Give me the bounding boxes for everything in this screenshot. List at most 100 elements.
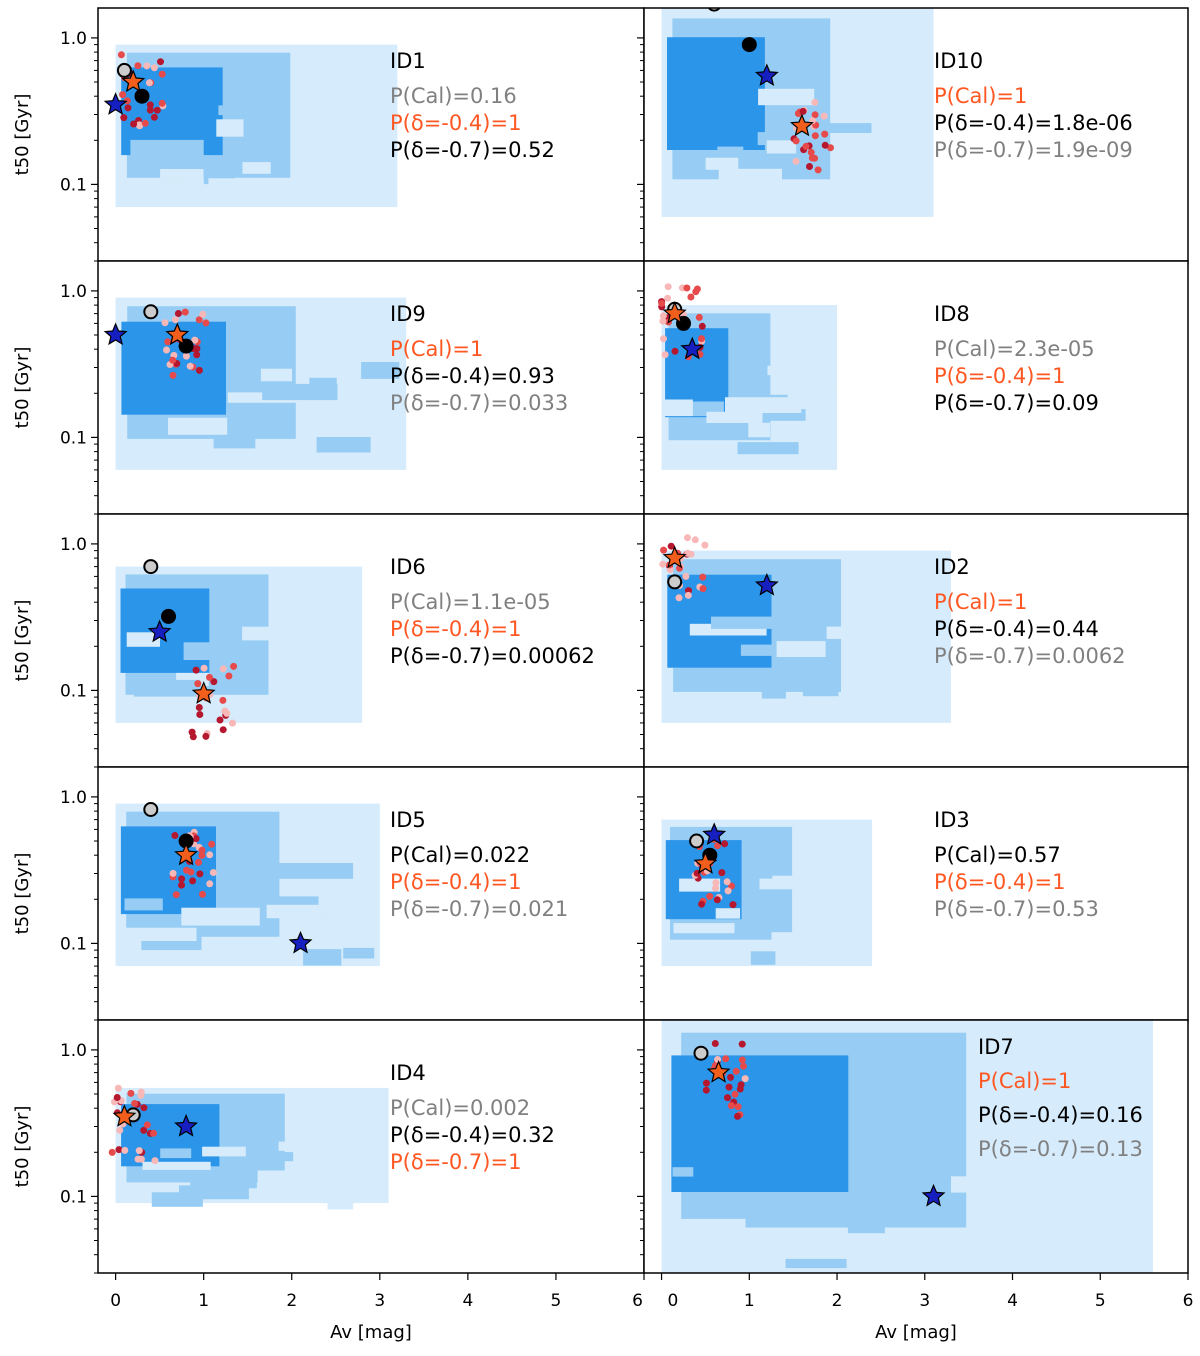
contour-patch (761, 685, 786, 699)
panel-id-label: ID10 (934, 49, 983, 73)
y-axis-label: t50 [Gyr] (12, 853, 33, 935)
posterior-sample (712, 879, 720, 887)
posterior-sample (660, 335, 667, 343)
contour-patch (715, 908, 741, 919)
posterior-sample (169, 371, 177, 379)
contour-patch (771, 932, 845, 943)
contour-patch (292, 130, 330, 140)
orange-star-marker (662, 301, 687, 324)
posterior-sample (150, 1129, 157, 1137)
panel-frame (643, 1019, 1189, 1274)
probability-label: P(δ=-0.7)=1.9e-09 (934, 138, 1133, 162)
posterior-sample (108, 1148, 116, 1156)
posterior-sample (732, 1067, 740, 1075)
posterior-sample (734, 1112, 741, 1120)
y-tick-label: 1.0 (60, 29, 87, 49)
posterior-sample (664, 283, 672, 291)
posterior-sample (738, 1040, 746, 1048)
x-tick-label: 3 (374, 1291, 385, 1311)
x-tick-label: 2 (286, 1291, 297, 1311)
posterior-sample (196, 711, 204, 718)
panel-data (103, 297, 407, 470)
contour-patch (316, 437, 371, 453)
posterior-sample (198, 846, 206, 854)
contour-patch (370, 401, 394, 412)
posterior-sample (721, 840, 729, 848)
x-tick-label: 0 (110, 1291, 121, 1311)
probability-label: P(δ=-0.4)=1 (934, 364, 1065, 388)
probability-label: P(δ=-0.7)=0.0062 (934, 644, 1126, 668)
contour-patch (266, 901, 327, 919)
posterior-sample (792, 157, 800, 165)
posterior-sample (724, 887, 732, 895)
contour-patch (847, 1215, 885, 1234)
posterior-sample (135, 121, 143, 129)
probability-label: P(δ=-0.7)=0.52 (390, 138, 555, 162)
posterior-sample (659, 312, 667, 320)
contour-patch (242, 162, 271, 174)
contour-patch (662, 399, 693, 417)
posterior-sample (229, 719, 236, 727)
contour-patch (124, 898, 163, 911)
panel-id-label: ID3 (934, 808, 970, 832)
orange-star-marker (790, 113, 814, 137)
contour-patch (802, 686, 839, 697)
posterior-sample (209, 869, 217, 876)
posterior-sample (792, 137, 800, 145)
posterior-sample (196, 870, 204, 878)
posterior-sample (675, 594, 683, 602)
posterior-sample (195, 704, 203, 711)
contour-patch (247, 703, 283, 713)
posterior-sample (140, 1126, 148, 1134)
contour-patch (737, 442, 799, 455)
contour-patch (725, 397, 802, 413)
contour-patch (742, 952, 815, 963)
contour-patch (202, 1146, 246, 1157)
posterior-sample (664, 294, 672, 302)
contour-patch (679, 878, 721, 892)
panel-data (661, 1020, 1153, 1273)
posterior-sample (740, 1062, 747, 1070)
panel-data (661, 8, 934, 217)
posterior-sample (706, 892, 714, 900)
x-axis-label: Av [mag] (330, 1322, 412, 1343)
posterior-sample (199, 310, 207, 318)
posterior-sample (206, 851, 214, 859)
panel-id3: ID3 P(Cal)=0.57 P(δ=-0.4)=1 P(δ=-0.7)=0.53 (637, 766, 1189, 1024)
posterior-sample (827, 144, 834, 152)
posterior-sample (667, 542, 675, 550)
y-tick-label: 0.1 (60, 175, 87, 195)
contour-patch (190, 1178, 257, 1189)
posterior-sample (695, 313, 703, 321)
posterior-sample (189, 877, 197, 885)
posterior-sample (692, 288, 700, 296)
probability-label: P(δ=-0.4)=1 (390, 870, 521, 894)
posterior-sample (153, 106, 161, 114)
panel-id10: ID10 P(Cal)=1 P(δ=-0.4)=1.8e-06 P(δ=-0.7)=1… (637, 7, 1189, 265)
posterior-sample (728, 882, 735, 890)
posterior-sample (194, 680, 202, 688)
probability-label: P(Cal)=1.1e-05 (390, 590, 551, 614)
posterior-sample (178, 875, 186, 883)
contour-patch (689, 623, 767, 636)
contour-patch (677, 1218, 746, 1237)
posterior-sample (724, 1094, 731, 1102)
posterior-sample (182, 352, 190, 360)
contour-patch (865, 1114, 943, 1126)
posterior-sample (120, 114, 128, 122)
posterior-sample (121, 1146, 129, 1154)
posterior-sample (661, 351, 669, 359)
contour-patch (712, 1254, 771, 1273)
posterior-sample (727, 1073, 735, 1081)
posterior-sample (718, 869, 726, 877)
contour-patch (823, 123, 872, 133)
posterior-sample (141, 119, 149, 127)
contour-patch (126, 632, 160, 647)
blue-star-marker (147, 619, 172, 643)
contour-patch (750, 951, 776, 965)
contour-patch (257, 1170, 329, 1187)
posterior-sample (158, 70, 166, 78)
posterior-sample (210, 678, 218, 686)
panel-id2: ID2 P(Cal)=1 P(δ=-0.4)=0.44 P(δ=-0.7)=0.006… (637, 513, 1189, 771)
contour-patch (150, 697, 198, 710)
